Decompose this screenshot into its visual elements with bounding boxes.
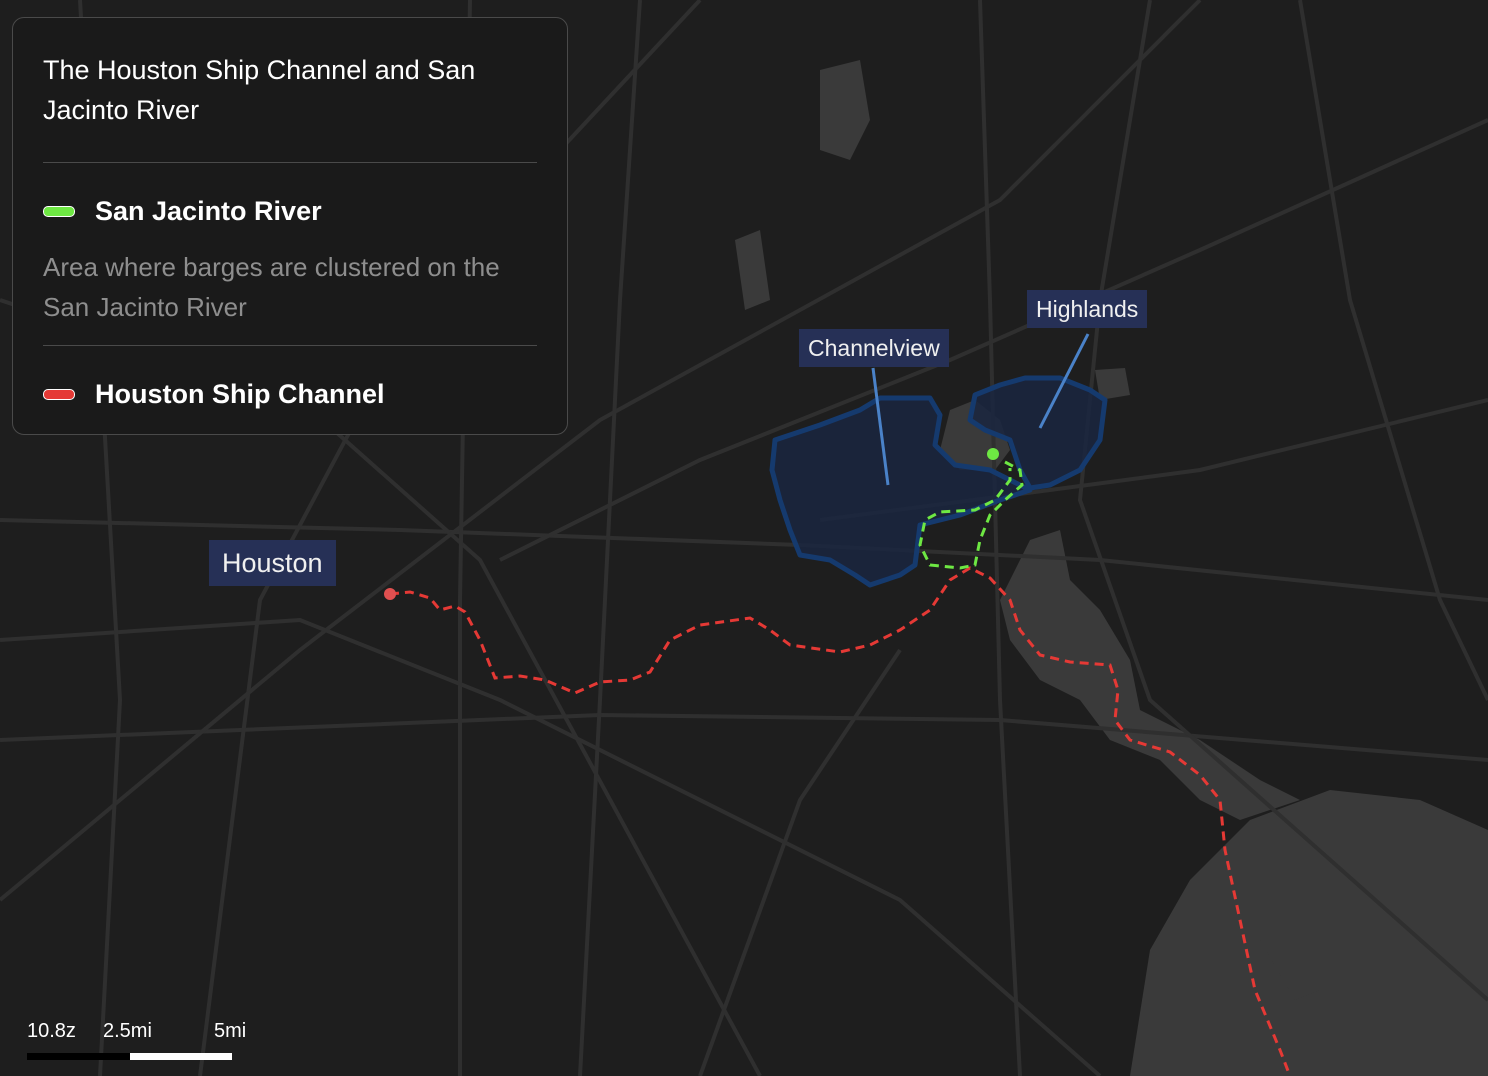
legend-label: San Jacinto River xyxy=(95,195,322,226)
legend-description: Area where barges are clustered on the S… xyxy=(43,252,500,322)
divider xyxy=(43,162,537,163)
channelview-leader xyxy=(871,367,890,486)
ship-channel-start-marker xyxy=(384,588,396,600)
water xyxy=(735,60,1488,1076)
channelview-area xyxy=(769,395,1033,588)
legend-label: Houston Ship Channel xyxy=(95,378,385,409)
san-jacinto-start-marker xyxy=(987,448,999,460)
scale-end-label: 5mi xyxy=(214,1020,247,1042)
place-label-channelview: Channelview xyxy=(799,329,949,367)
scale-bar-white-segment xyxy=(130,1053,232,1060)
divider xyxy=(43,345,537,346)
houston-ship-channel-route[interactable] xyxy=(389,566,1292,1076)
highlands-leader xyxy=(1038,333,1090,429)
scale-mid-label: 2.5mi xyxy=(103,1020,152,1042)
san-jacinto-river-route[interactable] xyxy=(918,460,1024,570)
zoom-level: 10.8z xyxy=(27,1020,76,1042)
legend-item-houston-ship-channel: Houston Ship Channel xyxy=(43,372,537,416)
legend-panel: The Houston Ship Channel and San Jacinto… xyxy=(12,17,568,435)
red-line-swatch-icon xyxy=(43,388,75,400)
legend-item-san-jacinto-river: San Jacinto River xyxy=(43,189,537,233)
legend-title: The Houston Ship Channel and San Jacinto… xyxy=(43,55,476,125)
highlands-area xyxy=(967,375,1108,491)
place-label-highlands: Highlands xyxy=(1027,290,1148,328)
scale-bar-black-segment xyxy=(27,1053,130,1060)
green-line-swatch-icon xyxy=(43,205,75,217)
place-label-houston: Houston xyxy=(209,540,336,586)
